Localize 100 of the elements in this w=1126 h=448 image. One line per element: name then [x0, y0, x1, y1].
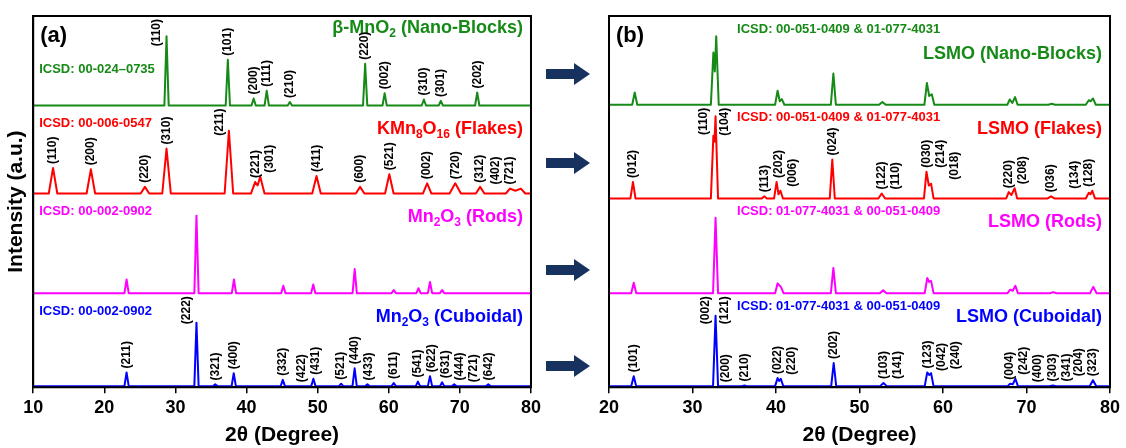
annotation: (002): [376, 61, 391, 90]
annotation: (301): [261, 144, 276, 173]
annotation: (303): [1045, 353, 1060, 382]
annotation: ICSD: 00-002-0902: [39, 302, 152, 318]
y-axis-title: Intensity (a.u.): [3, 130, 27, 273]
annotation: (012): [625, 149, 640, 178]
annotation: (121): [717, 296, 732, 325]
annotation: (134): [1067, 160, 1082, 189]
annotation: (211): [118, 341, 133, 369]
annotation: (220): [1001, 160, 1016, 189]
x-tick-label: 50: [307, 396, 328, 417]
annotation: (022): [769, 346, 784, 375]
annotation: (128): [1081, 158, 1096, 187]
annotation: (521): [333, 351, 348, 380]
annotation: (042): [933, 342, 948, 371]
annotation: (721): [466, 354, 481, 383]
annotation: (101): [626, 344, 641, 373]
annotation: (222): [179, 296, 194, 325]
annotation: ICSD: 00-006-0547: [39, 115, 152, 131]
x-tick-label: 80: [520, 396, 541, 417]
annotation: (312): [472, 154, 487, 183]
annotation: ICSD: 01-077-4031 & 00-051-0409: [737, 297, 941, 313]
annotation: (111): [259, 60, 274, 87]
annotation: (123): [919, 340, 934, 369]
annotation: (221): [247, 149, 262, 178]
text: LSMO (Rods): [988, 211, 1103, 232]
annotation: (402): [488, 156, 503, 185]
annotation: (220): [783, 346, 798, 375]
annotation: (422): [294, 354, 309, 383]
annotation: (002): [698, 296, 713, 325]
annotation: (611): [386, 351, 401, 379]
annotation: ICSD: 00-002-0902: [39, 203, 152, 219]
annotation: (400): [1030, 354, 1045, 383]
x-tick-label: 60: [378, 396, 399, 417]
annotation: (240): [947, 341, 962, 370]
annotation: (202): [770, 149, 785, 178]
annotation: (141): [889, 350, 904, 379]
annotation: (341): [1059, 353, 1074, 382]
annotation: (211): [211, 108, 226, 136]
annotation: (004): [1002, 351, 1017, 380]
x-tick-label: 20: [94, 396, 115, 417]
annotation: (030): [918, 139, 933, 168]
annotation: (220): [137, 154, 152, 183]
annotation: (440): [346, 336, 361, 365]
text: LSMO (Cuboidal): [956, 306, 1103, 327]
annotation: (006): [784, 158, 799, 187]
annotation: (110): [149, 18, 164, 47]
x-axis-title: 2θ (Degree): [802, 422, 917, 446]
x-tick-label: 20: [599, 396, 620, 417]
annotation: (631): [438, 350, 453, 379]
x-tick-label: 10: [23, 396, 44, 417]
annotation: (642): [480, 352, 495, 381]
annotation: (210): [736, 353, 751, 382]
x-tick-label: 50: [849, 396, 870, 417]
annotation: (521): [381, 142, 396, 171]
x-tick-label: 70: [1016, 396, 1037, 417]
annotation: (310): [416, 67, 431, 96]
x-tick-label: 30: [165, 396, 186, 417]
annotation: (101): [220, 27, 235, 56]
annotation: (024): [824, 127, 839, 156]
annotation: (310): [158, 116, 173, 145]
annotation: (400): [226, 341, 241, 370]
annotation: (721): [502, 156, 517, 185]
annotation: (002): [419, 151, 434, 180]
annotation: (242): [1016, 346, 1031, 375]
x-axis-title: 2θ (Degree): [225, 422, 340, 446]
annotation: (208): [1015, 156, 1030, 185]
annotation: (411): [308, 144, 323, 172]
annotation: (431): [308, 346, 323, 375]
annotation: (103): [875, 350, 890, 379]
chart-title: (a): [40, 22, 68, 48]
annotation: (200): [245, 66, 260, 95]
annotation: (202): [469, 60, 484, 89]
annotation: (332): [275, 347, 290, 376]
x-tick-label: 80: [1099, 396, 1121, 417]
annotation: (036): [1043, 164, 1058, 193]
annotation: ICSD: 00-024–0735: [39, 60, 155, 76]
text: LSMO (Flakes): [976, 117, 1103, 138]
annotation: (018): [946, 151, 961, 180]
annotation: (110): [888, 162, 903, 190]
annotation: (104): [717, 107, 732, 136]
text: ICSD: 00-051-0409 & 01-077-4031: [737, 20, 941, 36]
annotation: (301): [433, 68, 448, 97]
annotation: (622): [424, 344, 439, 373]
annotation: (214): [932, 139, 947, 168]
x-tick-label: 40: [236, 396, 257, 417]
annotation: (110): [45, 136, 60, 164]
annotation: (202): [826, 330, 841, 359]
annotation: (323): [1085, 348, 1100, 377]
x-tick-label: 70: [449, 396, 470, 417]
annotation: (200): [83, 137, 98, 166]
annotation: (433): [360, 352, 375, 381]
annotation: ICSD: 00-051-0409 & 01-077-4031: [737, 109, 941, 125]
x-tick-label: 60: [932, 396, 954, 417]
annotation: ICSD: 01-077-4031 & 00-051-0409: [737, 203, 941, 219]
annotation: (720): [447, 151, 462, 180]
annotation: (200): [718, 354, 733, 383]
annotation: (600): [352, 154, 367, 183]
x-tick-label: 30: [682, 396, 703, 417]
annotation: (210): [282, 69, 297, 98]
